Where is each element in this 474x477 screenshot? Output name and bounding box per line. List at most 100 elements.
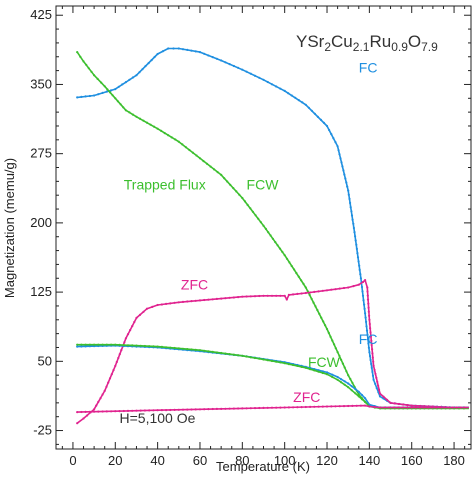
series-point — [333, 343, 336, 346]
series-point — [241, 295, 244, 298]
series-point — [397, 406, 400, 409]
series-point — [139, 409, 142, 412]
series-point — [141, 68, 144, 71]
series-point — [290, 264, 293, 268]
series-point — [360, 398, 364, 401]
series-point — [418, 406, 421, 409]
series-point — [283, 362, 286, 365]
series-point — [190, 348, 193, 351]
series-point — [322, 121, 326, 124]
series-point — [364, 316, 367, 319]
series-point — [118, 353, 121, 356]
series-point — [328, 128, 331, 132]
series-point — [108, 377, 112, 380]
series-point — [194, 348, 197, 351]
series-point — [143, 344, 146, 348]
series-point — [215, 407, 218, 410]
series-point — [349, 206, 352, 209]
series-point — [124, 337, 127, 340]
x-tick-label: 180 — [443, 453, 465, 468]
x-axis-title: Temperature (K) — [216, 459, 310, 474]
series-point — [320, 316, 323, 319]
series-point — [177, 347, 180, 350]
series-point — [232, 64, 235, 68]
series-point — [148, 409, 151, 412]
series-point — [165, 409, 168, 412]
annotation-label: H=5,100 Oe — [120, 410, 196, 426]
series-point — [410, 404, 413, 407]
series-point — [228, 296, 231, 299]
data-curves — [76, 47, 469, 425]
series-point — [111, 94, 114, 97]
series-point — [80, 95, 83, 98]
series-point — [366, 286, 369, 289]
series-point — [313, 405, 316, 408]
series-point — [173, 301, 176, 304]
series-point — [349, 201, 352, 205]
series-point — [116, 100, 119, 103]
series-point — [93, 410, 96, 413]
formula-subscript: 7.9 — [421, 40, 438, 54]
series-point — [283, 294, 286, 297]
series-point — [366, 338, 370, 341]
series-line-3 — [77, 344, 469, 409]
series-point — [275, 294, 278, 297]
series-point — [173, 408, 176, 411]
series-point — [274, 241, 277, 244]
curve-annotations: FC Trapped Flux FCW ZFC FC FCW ZFC H=5,100 Oe — [120, 59, 378, 426]
series-point — [373, 368, 376, 371]
series-point — [110, 410, 113, 413]
series-point — [316, 115, 319, 118]
series-point — [369, 327, 372, 330]
series-point — [354, 392, 357, 395]
series-point — [228, 407, 231, 410]
series-point — [245, 355, 248, 358]
series-point — [198, 299, 202, 302]
series-point — [359, 273, 362, 276]
series-point — [207, 408, 210, 411]
series-point — [358, 268, 361, 271]
series-point — [135, 409, 138, 412]
series-point — [90, 70, 93, 73]
series-point — [181, 48, 185, 51]
series-point — [365, 329, 369, 332]
series-point — [80, 343, 83, 346]
series-point — [321, 289, 324, 292]
series-point — [325, 373, 329, 376]
series-point — [306, 290, 309, 293]
series-point — [211, 56, 214, 59]
series-point — [275, 85, 278, 88]
series-point — [378, 392, 382, 395]
series-point — [145, 307, 149, 310]
series-point — [224, 297, 227, 300]
series-point — [118, 410, 121, 413]
series-point — [144, 65, 147, 68]
series-point — [186, 408, 189, 411]
series-point — [138, 313, 142, 316]
series-point — [85, 63, 88, 66]
annotation-label: ZFC — [181, 276, 208, 292]
series-point — [369, 335, 372, 338]
series-point — [110, 373, 113, 376]
series-point — [357, 395, 360, 398]
series-point — [279, 294, 282, 297]
series-point — [105, 410, 108, 413]
series-point — [184, 146, 187, 149]
series-point — [220, 297, 223, 300]
series-point — [329, 335, 332, 338]
series-point — [97, 410, 100, 413]
series-point — [307, 106, 310, 109]
series-point — [103, 85, 106, 88]
series-point — [163, 132, 166, 135]
series-point — [463, 406, 466, 409]
series-point — [358, 264, 361, 267]
series-point — [369, 358, 372, 362]
series-point — [224, 61, 227, 64]
series-point — [241, 407, 244, 410]
series-line-4 — [77, 343, 469, 410]
series-point — [350, 385, 353, 388]
series-point — [235, 190, 238, 193]
series-point — [351, 381, 354, 384]
series-point — [414, 404, 417, 407]
series-point — [364, 400, 367, 403]
